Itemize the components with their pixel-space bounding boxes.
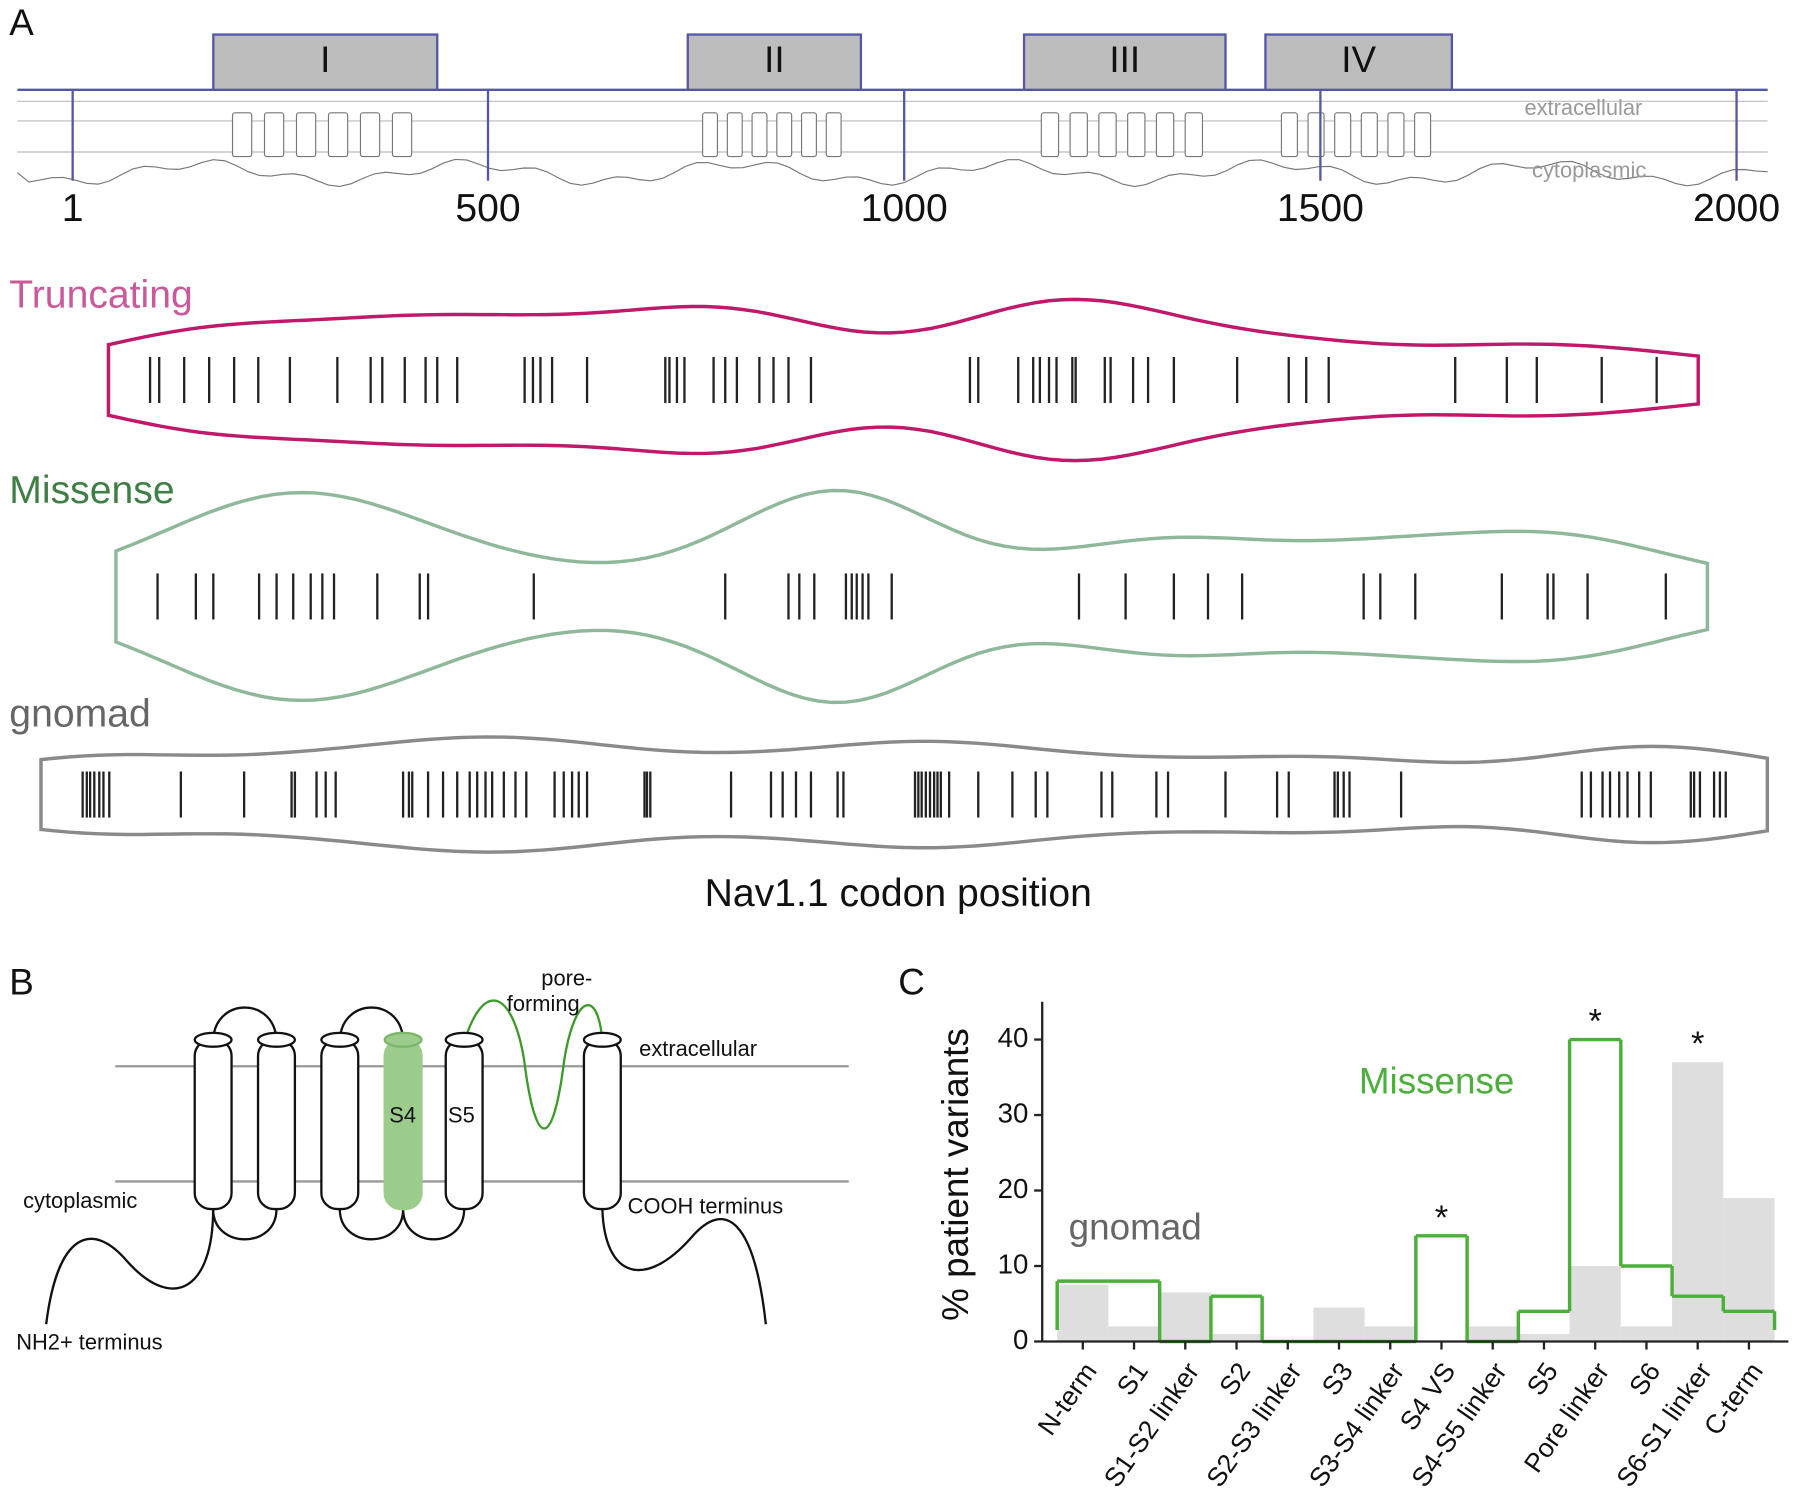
helix xyxy=(1360,112,1378,158)
y-tick-label: 30 xyxy=(998,1097,1029,1128)
x-tick-label: S5 xyxy=(1521,1357,1564,1401)
diagram-label: NH2+ terminus xyxy=(16,1330,162,1355)
x-tick-label: 2000 xyxy=(1693,187,1780,230)
y-axis-label: % patient variants xyxy=(935,1028,976,1321)
helix xyxy=(231,112,253,158)
diagram-label: pore- xyxy=(541,966,592,991)
helix xyxy=(702,112,719,158)
region-label: extracellular xyxy=(1524,95,1642,120)
diagram-labels: pore- forming extracellular cytoplasmic … xyxy=(16,966,783,1355)
bar xyxy=(1210,1333,1263,1342)
violin-outline xyxy=(106,297,1700,463)
panel-letter: A xyxy=(9,2,34,43)
x-axis-label: Nav1.1 codon position xyxy=(705,872,1092,915)
cytoplasmic-loop xyxy=(17,158,1768,188)
domain-label: III xyxy=(1109,39,1140,80)
helix xyxy=(1040,112,1060,158)
series-label: Truncating xyxy=(9,273,192,316)
helix xyxy=(1155,112,1175,158)
y-tick-label: 0 xyxy=(1013,1324,1028,1355)
series-label: Missense xyxy=(9,469,174,512)
x-tick-label: 500 xyxy=(455,187,520,230)
series-label: Missense xyxy=(1359,1060,1515,1101)
helix xyxy=(1414,112,1432,158)
helix xyxy=(359,112,381,158)
domain-box xyxy=(212,33,439,91)
panel-letter: C xyxy=(898,961,925,1002)
x-tick-label: 1000 xyxy=(861,187,948,230)
region-label: cytoplasmic xyxy=(1532,157,1646,182)
domain-label: II xyxy=(764,39,784,80)
x-tick-label: 1 xyxy=(62,187,84,230)
violin-outline xyxy=(39,735,1770,854)
helix xyxy=(726,112,743,158)
panel-letter: B xyxy=(9,961,34,1002)
diagram-label: COOH terminus xyxy=(628,1194,784,1219)
significance-mark: * xyxy=(1588,1003,1601,1041)
helix xyxy=(1127,112,1146,158)
bar xyxy=(1057,1284,1109,1342)
bar xyxy=(1723,1198,1775,1342)
helix xyxy=(391,112,413,158)
x-tick-label: 1500 xyxy=(1277,187,1364,230)
bar xyxy=(1467,1326,1519,1342)
diagram-label: S4 xyxy=(389,1103,416,1128)
helix xyxy=(1334,112,1352,158)
domain-label: I xyxy=(320,39,330,80)
domain-box xyxy=(1022,33,1227,91)
bar xyxy=(1672,1062,1724,1342)
y-tick-label: 10 xyxy=(998,1248,1029,1279)
helix xyxy=(1184,112,1204,158)
x-tick-label: S2 xyxy=(1213,1357,1256,1401)
y-tick-label: 40 xyxy=(998,1022,1029,1053)
y-tick-label: 20 xyxy=(998,1173,1029,1204)
bar xyxy=(1569,1266,1621,1342)
helix xyxy=(825,112,842,158)
helix xyxy=(1098,112,1117,158)
significance-mark: * xyxy=(1435,1199,1448,1237)
helix xyxy=(776,112,793,158)
diagram-label: forming xyxy=(507,991,580,1016)
series-label: gnomad xyxy=(9,693,150,736)
diagram-label: extracellular xyxy=(639,1036,757,1061)
helix xyxy=(1069,112,1088,158)
x-tick-label: S6 xyxy=(1623,1357,1666,1401)
diagram-label: cytoplasmic xyxy=(23,1188,137,1213)
x-tick-label: N-term xyxy=(1032,1357,1103,1440)
domain-box xyxy=(1264,33,1454,91)
helix xyxy=(1280,112,1298,158)
helix xyxy=(751,112,768,158)
bar xyxy=(1620,1326,1673,1342)
helix xyxy=(263,112,285,158)
helix xyxy=(295,112,317,158)
x-tick-label: S1 xyxy=(1111,1357,1154,1401)
helix xyxy=(327,112,349,158)
violin-outline xyxy=(114,488,1710,705)
helix xyxy=(800,112,817,158)
domain-box xyxy=(686,33,863,91)
channel-diagram xyxy=(45,999,849,1325)
helix xyxy=(1387,112,1405,158)
bar xyxy=(1159,1292,1211,1342)
diagram-label: S5 xyxy=(448,1103,475,1128)
bar xyxy=(1313,1307,1365,1342)
significance-mark: * xyxy=(1691,1025,1704,1063)
series-label: gnomad xyxy=(1069,1207,1202,1248)
helix xyxy=(1307,112,1325,158)
x-tick-label: S3 xyxy=(1316,1357,1359,1401)
bar xyxy=(1518,1333,1570,1342)
bar xyxy=(1364,1326,1416,1342)
bar xyxy=(1108,1326,1160,1342)
domain-label: IV xyxy=(1341,39,1376,80)
